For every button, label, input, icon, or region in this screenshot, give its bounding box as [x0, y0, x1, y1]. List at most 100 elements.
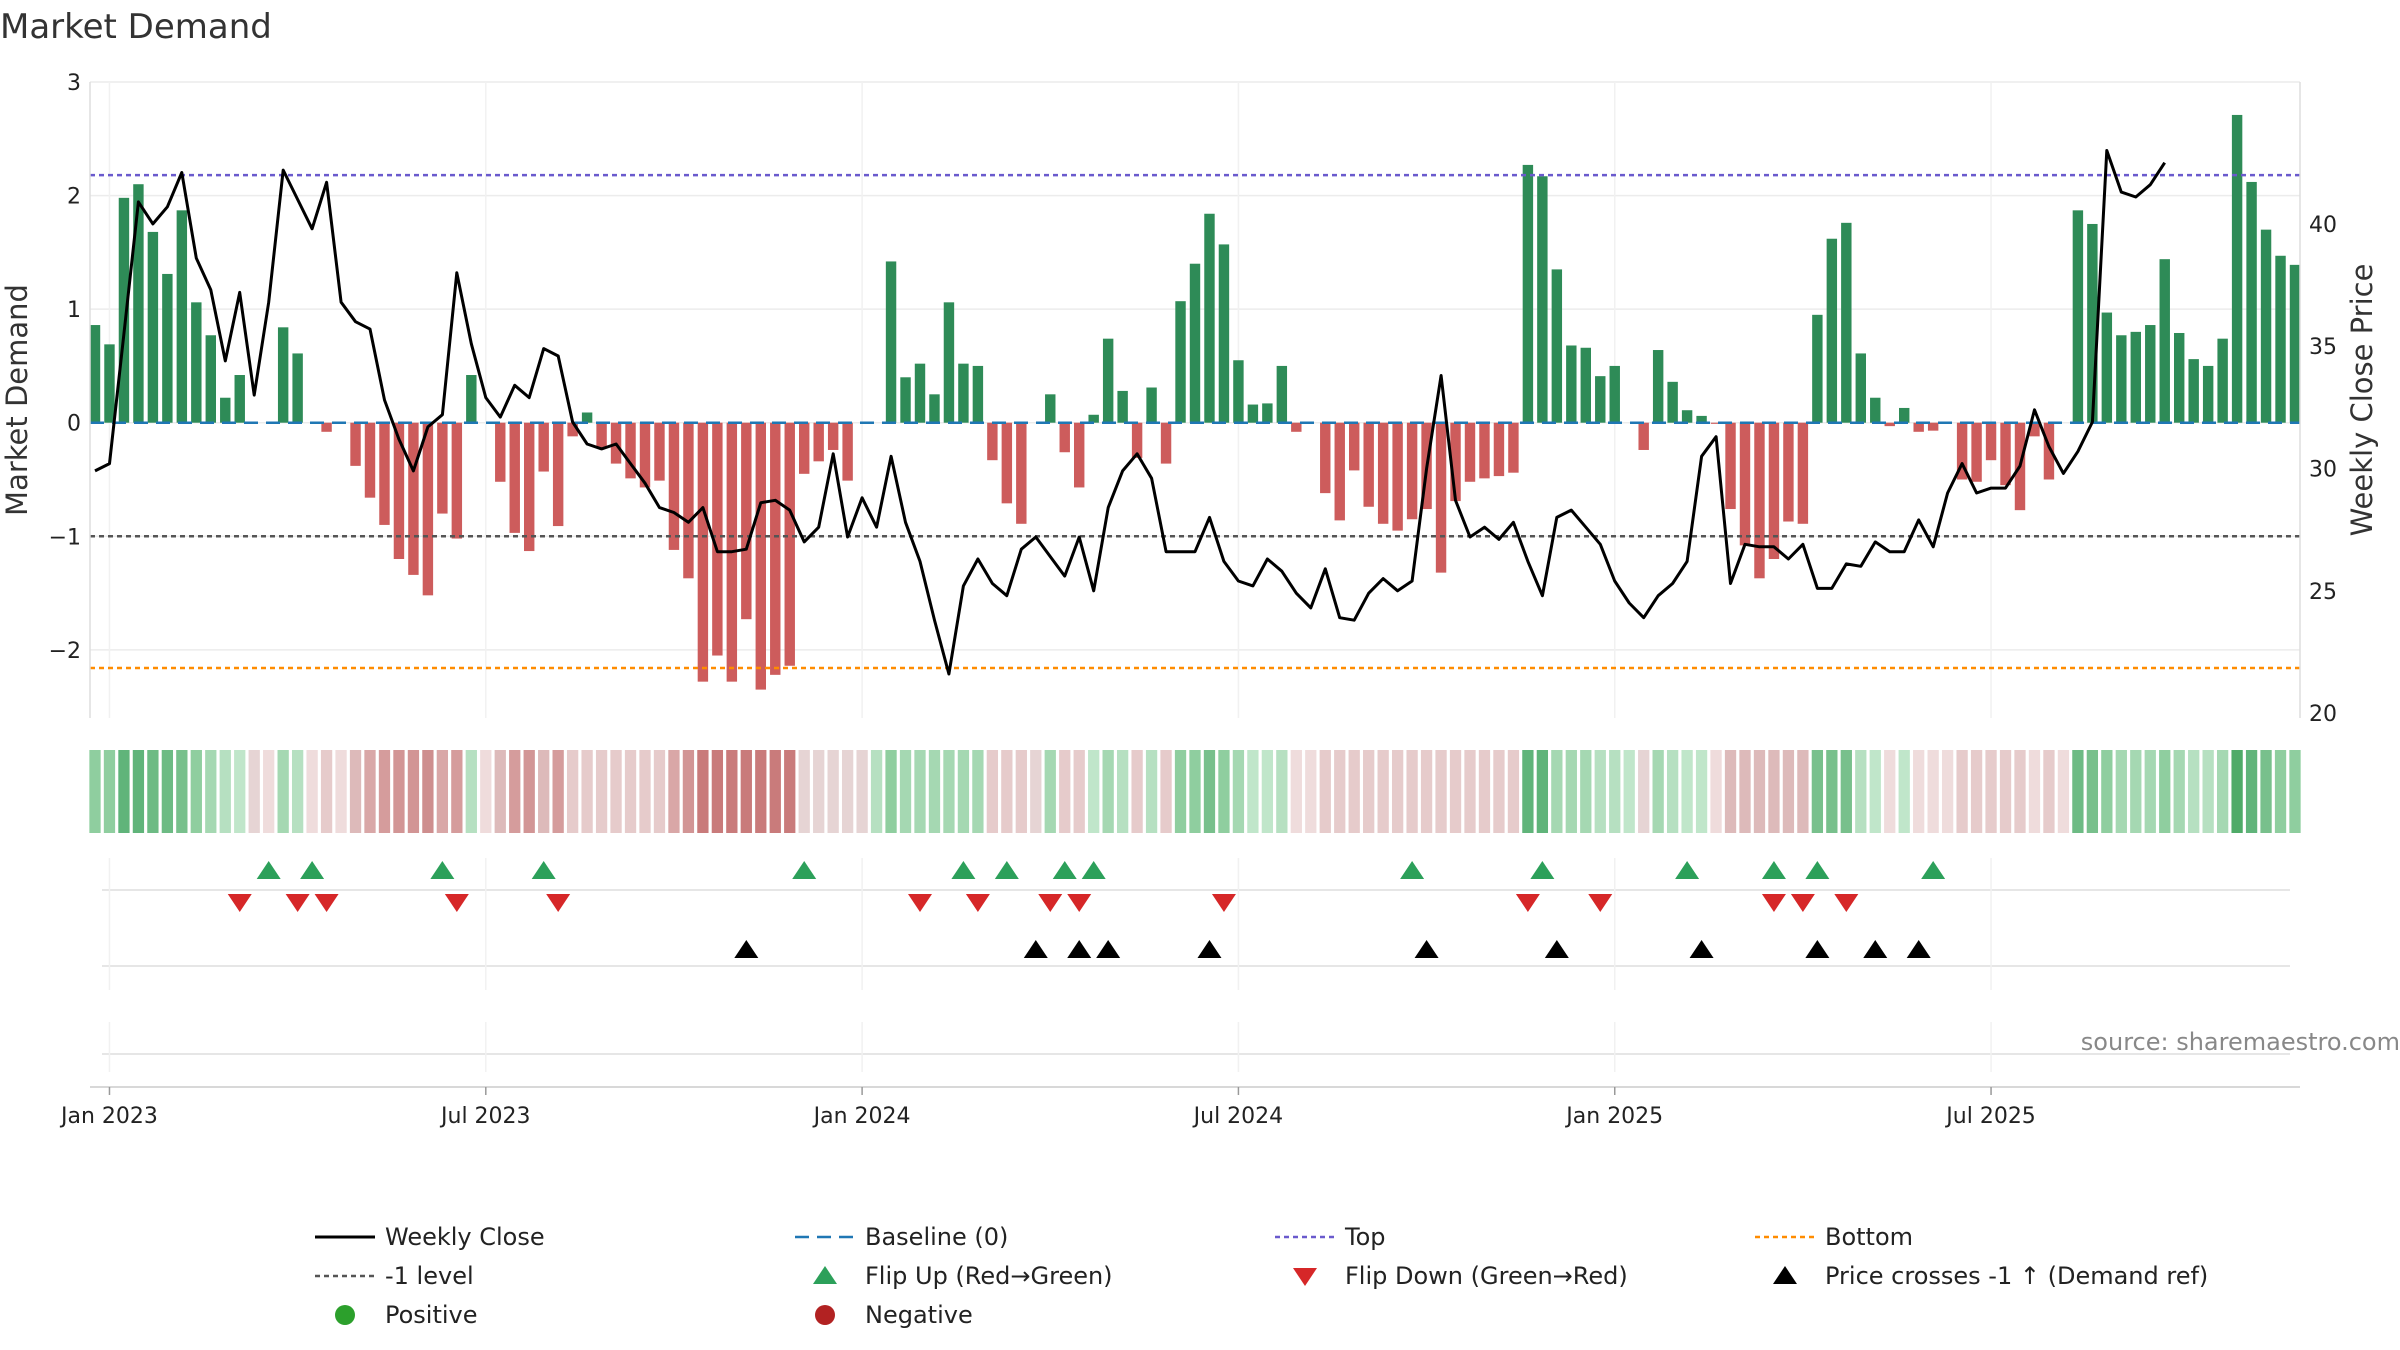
price-cross-marker: [1906, 940, 1931, 958]
strip-cell: [1710, 750, 1722, 833]
demand-bar: [350, 422, 361, 466]
demand-bar: [1508, 422, 1519, 473]
strip-cell: [1941, 750, 1954, 833]
demand-bar: [799, 422, 810, 474]
strip-cell: [957, 750, 970, 833]
flip-down-marker: [1038, 894, 1063, 912]
demand-bar: [654, 422, 665, 481]
demand-bars: [89, 114, 2301, 690]
strip-cell: [1898, 750, 1910, 833]
flip-up-marker: [1052, 861, 1077, 879]
demand-bar: [1016, 422, 1027, 524]
demand-bar: [234, 375, 245, 423]
demand-bar: [1841, 222, 1852, 423]
flip-up-marker: [1761, 861, 1786, 879]
legend-item: -1 level: [315, 1262, 474, 1290]
demand-bar: [900, 377, 911, 423]
demand-bar: [2130, 331, 2141, 423]
strip-cell: [914, 750, 926, 833]
demand-bar: [987, 422, 998, 461]
legend-item: Negative: [815, 1301, 973, 1329]
demand-bar: [191, 302, 202, 423]
flip-up-marker: [994, 861, 1019, 879]
strip-cell: [870, 750, 883, 833]
strip-cell: [1551, 750, 1563, 833]
y-tick-label: 3: [67, 71, 81, 96]
demand-bar: [89, 325, 101, 423]
demand-bar: [2087, 223, 2098, 423]
demand-bar: [1377, 422, 1389, 524]
strip-cell: [1493, 750, 1505, 833]
demand-bar: [147, 231, 159, 423]
demand-bar: [581, 412, 593, 423]
demand-bar: [1276, 365, 1288, 423]
strip-cell: [1927, 750, 1939, 833]
strip-cell: [1420, 750, 1433, 833]
strip-cell: [827, 750, 839, 833]
strip-cell: [1464, 750, 1476, 833]
strip-cell: [205, 750, 217, 833]
strip-cell: [2086, 750, 2099, 833]
flip-down-marker: [314, 894, 339, 912]
strip-cell: [1073, 750, 1085, 833]
strip-cell: [813, 750, 825, 833]
weekly-close-polyline: [94, 149, 2166, 676]
demand-bar: [1725, 422, 1736, 510]
strip-cell: [1391, 750, 1404, 833]
demand-bar: [639, 422, 651, 488]
demand-bar: [1652, 350, 1664, 423]
demand-bar: [379, 422, 390, 525]
demand-bar: [2072, 210, 2084, 423]
y-tick-label: 0: [67, 412, 81, 437]
demand-bar: [1102, 338, 1114, 423]
legend-label: Baseline (0): [865, 1223, 1008, 1251]
strip-cell: [1985, 750, 1997, 833]
price-cross-marker: [1863, 940, 1888, 958]
price-cross-marker: [1067, 940, 1092, 958]
strip-cell: [1522, 750, 1534, 833]
strip-cell: [2245, 750, 2258, 833]
strip-cell: [523, 750, 535, 833]
demand-bar: [2101, 312, 2113, 423]
strip-cell: [1580, 750, 1592, 833]
demand-bar: [1681, 410, 1693, 423]
demand-bar: [929, 394, 940, 423]
demand-bar: [1899, 407, 1910, 423]
strip-cell: [1030, 750, 1042, 833]
demand-bar: [1464, 422, 1476, 482]
demand-bar: [1739, 422, 1751, 546]
strip-cell: [277, 750, 289, 833]
demand-bar: [393, 422, 405, 559]
demand-bar: [1175, 301, 1186, 423]
demand-bar: [958, 363, 969, 423]
strip-cell: [2260, 750, 2272, 833]
strip-cell: [1377, 750, 1389, 833]
legend-label: Top: [1344, 1223, 1386, 1251]
demand-bar: [321, 422, 332, 432]
flip-down-marker: [1834, 894, 1859, 912]
strip-cell: [132, 750, 145, 833]
y2-tick-label: 30: [2309, 457, 2337, 482]
strip-cell: [1782, 750, 1795, 833]
strip-cell: [2101, 750, 2113, 833]
strip-cell: [972, 750, 984, 833]
legend-label: Flip Down (Green→Red): [1345, 1262, 1628, 1290]
demand-bar: [437, 422, 448, 514]
demand-bar: [1218, 244, 1230, 423]
price-cross-marker: [1096, 940, 1121, 958]
strip-cell: [2202, 750, 2214, 833]
strip-cell: [1666, 750, 1679, 833]
strip-cell: [494, 750, 506, 833]
demand-bar: [118, 197, 130, 423]
legend-item: Top: [1275, 1223, 1386, 1251]
reference-lines: [90, 173, 2300, 670]
strip-cell: [595, 750, 608, 833]
strip-cell: [2159, 750, 2171, 833]
demand-bar: [1334, 422, 1345, 521]
demand-bar: [1638, 422, 1649, 450]
strip-cell: [624, 750, 637, 833]
demand-bar: [1435, 422, 1447, 573]
strip-cell: [1102, 750, 1114, 833]
legend-label: Flip Up (Red→Green): [865, 1262, 1113, 1290]
demand-bar: [1696, 415, 1707, 423]
